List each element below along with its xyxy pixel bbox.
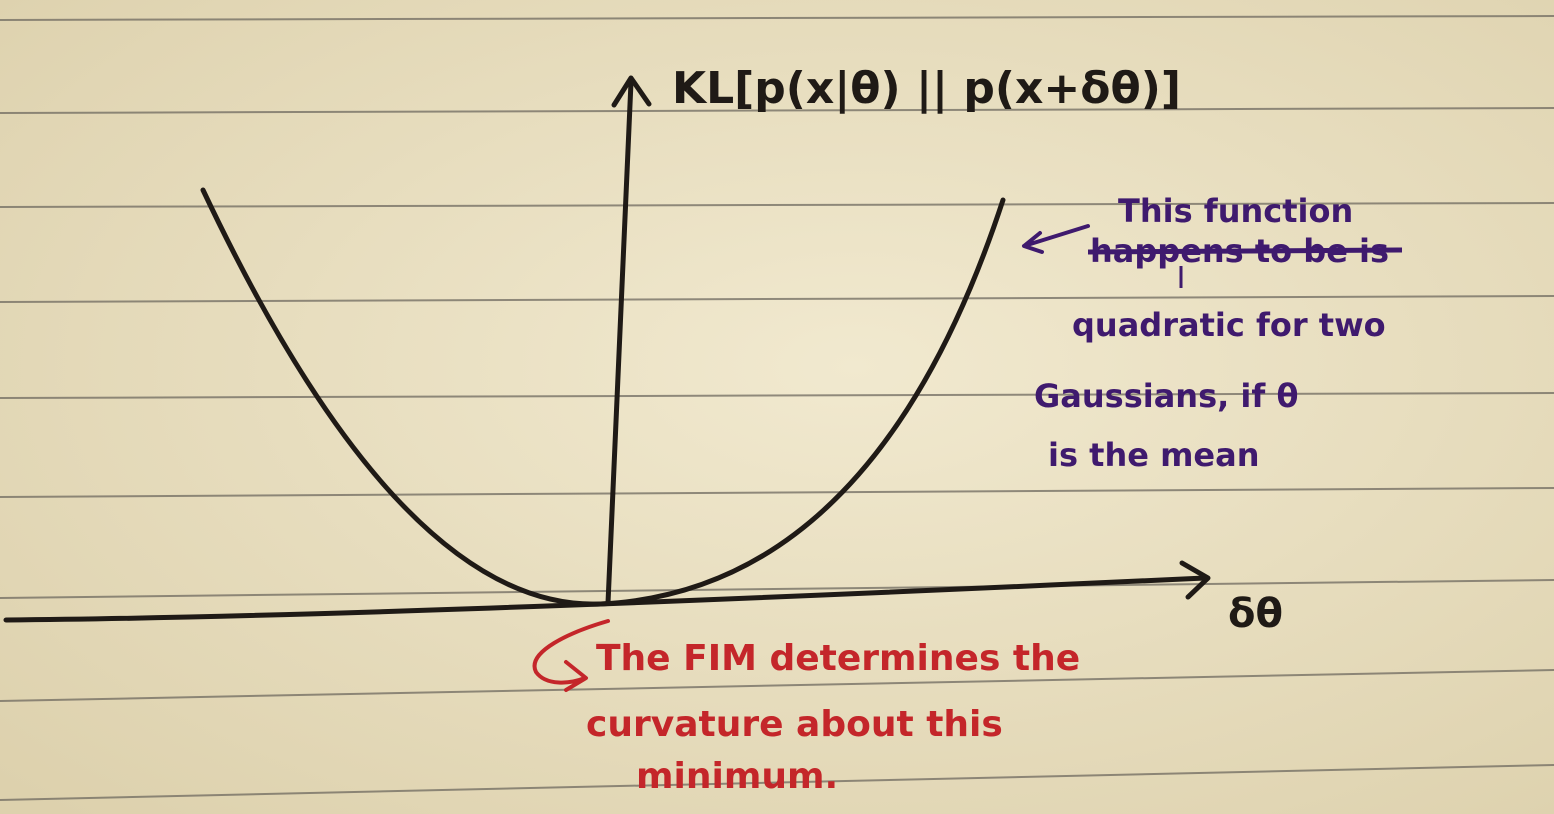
purple-note: This function happens to be is quadratic… [1022,192,1403,474]
rule-line [0,669,1554,702]
rule-line [0,202,1554,208]
red-note: The FIM determines the curvature about t… [532,619,1080,797]
axes [3,75,1211,623]
purple-arrow [1022,224,1090,254]
y-axis-label: KL[p(x|θ) || p(x+δθ)] [672,63,1181,114]
rule-line [0,764,1554,801]
rule-line [0,392,1554,399]
red-arrow [532,619,610,692]
purple-note-line-3: quadratic for two [1072,306,1386,344]
x-axis-arrowhead [1179,560,1211,600]
rule-line [0,579,1554,599]
purple-strikethrough [1087,247,1403,255]
y-axis-line [605,79,634,606]
red-note-line-1: The FIM determines the [596,638,1080,679]
y-axis-arrowhead [611,75,652,108]
red-note-line-2: curvature about this [586,704,1003,745]
x-axis-label: δθ [1228,591,1283,637]
purple-note-line-1: This function [1118,192,1353,230]
purple-note-line-5: is the mean [1048,436,1260,474]
red-note-line-3: minimum. [636,756,838,797]
purple-note-line-4: Gaussians, if θ [1034,377,1298,415]
x-axis-line [3,575,1208,623]
rule-line [0,487,1554,498]
parabola-curve [200,187,1006,607]
rule-line [0,15,1554,21]
rule-line [0,107,1554,114]
